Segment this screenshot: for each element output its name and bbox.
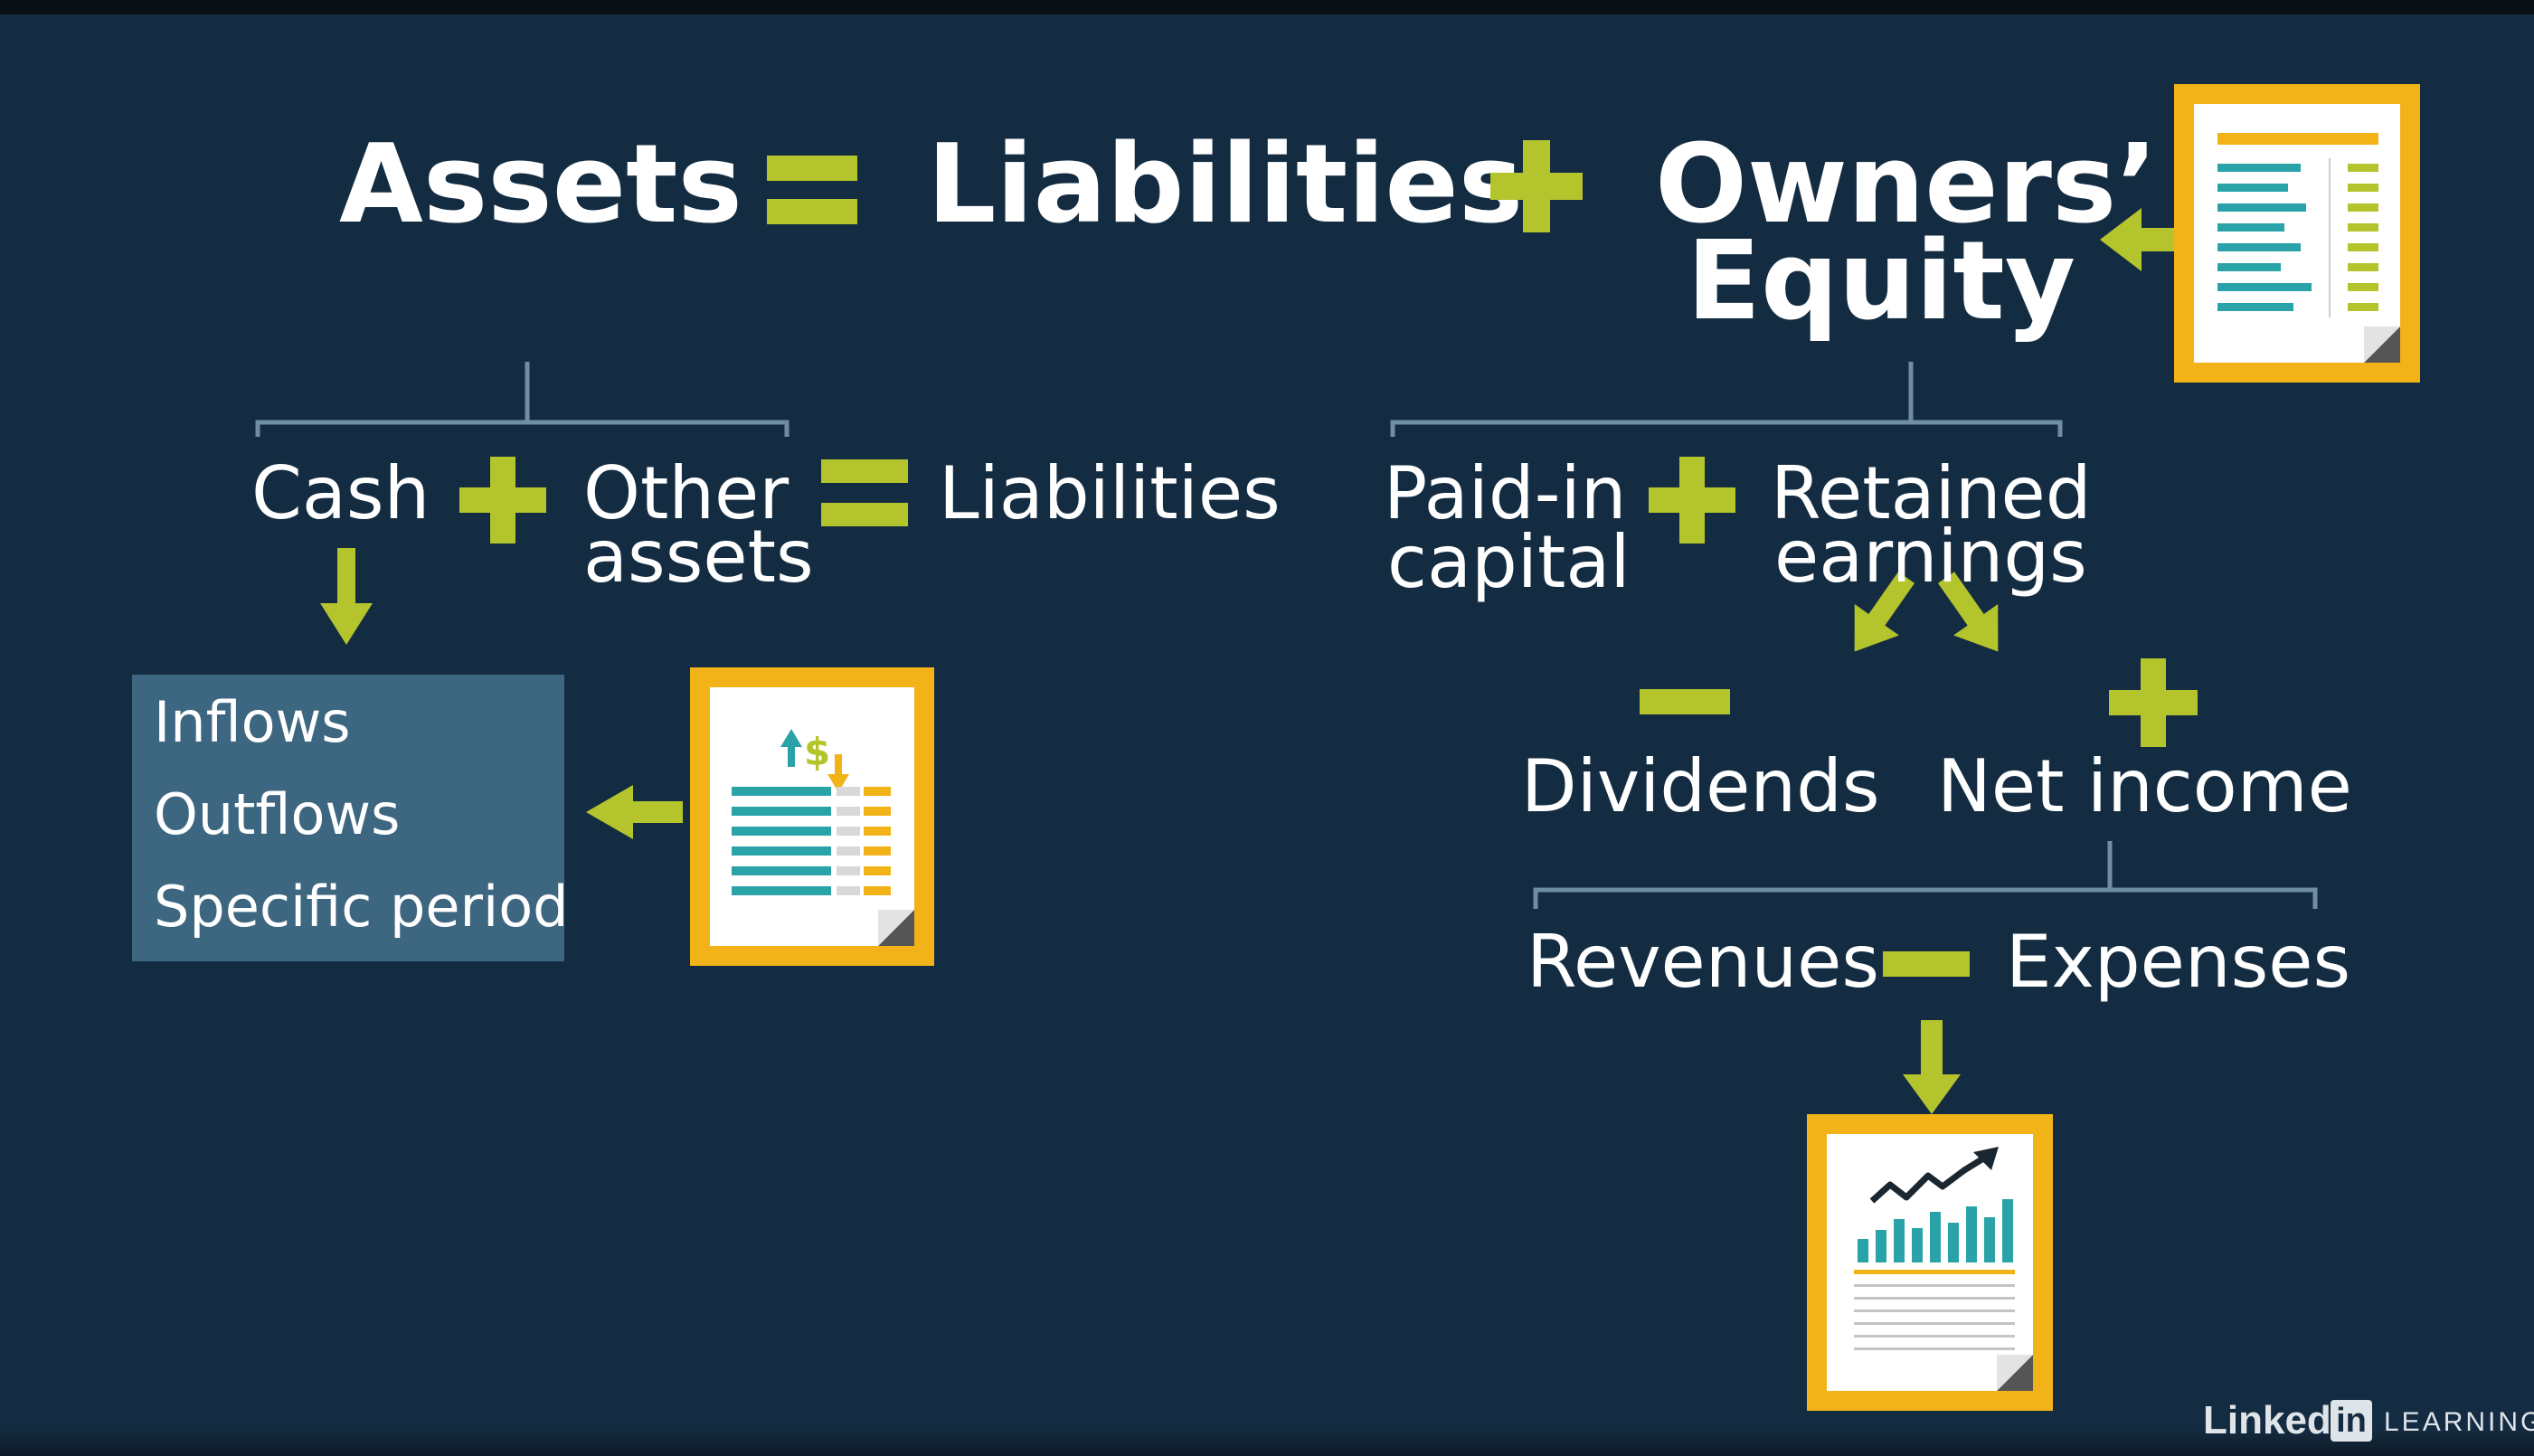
expenses-label: Expenses — [2006, 920, 2351, 1004]
cash-flow-left-arrow — [586, 785, 683, 839]
plus-sign — [459, 457, 546, 544]
net-income-bracket — [1533, 841, 2318, 909]
net-income-label: Net income — [1937, 744, 2352, 828]
assets-heading: Assets — [339, 122, 742, 248]
income-down-arrow — [1903, 1020, 1961, 1114]
equity-bracket — [1390, 362, 2063, 437]
bottom-shade — [0, 1427, 2534, 1456]
owners-equity-heading-line1: Owners’ — [1655, 122, 2158, 248]
income-statement-icon — [1807, 1114, 2053, 1411]
top-bar — [0, 0, 2534, 14]
paid-in-capital-label-line2: capital — [1387, 520, 1631, 604]
cash-flow-statement-icon: $ — [690, 667, 934, 966]
minus-sign — [1640, 689, 1730, 714]
box-item: Inflows — [154, 689, 351, 755]
liabilities-label: Liabilities — [939, 451, 1281, 535]
equity-left-arrow — [2100, 208, 2178, 271]
other-assets-label-line2: assets — [583, 515, 814, 599]
plus-sign — [1649, 457, 1735, 544]
equals-sign — [767, 156, 857, 224]
cash-down-arrow — [320, 548, 373, 645]
plus-sign — [2109, 658, 2198, 747]
box-item: Specific period — [154, 874, 569, 940]
logo-linked: Linked — [2203, 1398, 2331, 1442]
net-income-arrow — [1937, 572, 1999, 652]
assets-bracket — [255, 362, 790, 437]
plus-sign — [1490, 140, 1583, 232]
dividends-arrow — [1854, 572, 1915, 652]
revenues-label: Revenues — [1527, 920, 1880, 1004]
retained-earnings-label-line2: earnings — [1774, 515, 2087, 599]
minus-sign — [1883, 951, 1970, 977]
liabilities-heading: Liabilities — [927, 122, 1524, 248]
equals-sign — [821, 459, 908, 526]
cash-label: Cash — [251, 451, 430, 535]
cash-flow-box: Inflows Outflows Specific period — [132, 675, 569, 961]
svg-text:$: $ — [804, 730, 830, 774]
box-item: Outflows — [154, 781, 401, 847]
paid-in-capital-label-line1: Paid-in — [1384, 451, 1627, 535]
other-assets-label-line1: Other — [583, 451, 790, 535]
dividends-label: Dividends — [1521, 744, 1880, 828]
owners-equity-heading-line2: Equity — [1686, 219, 2076, 345]
retained-earnings-label-line1: Retained — [1771, 451, 2092, 535]
logo-in: in — [2331, 1400, 2372, 1442]
balance-sheet-icon — [2174, 84, 2420, 383]
logo-learning: LEARNING — [2384, 1407, 2534, 1437]
